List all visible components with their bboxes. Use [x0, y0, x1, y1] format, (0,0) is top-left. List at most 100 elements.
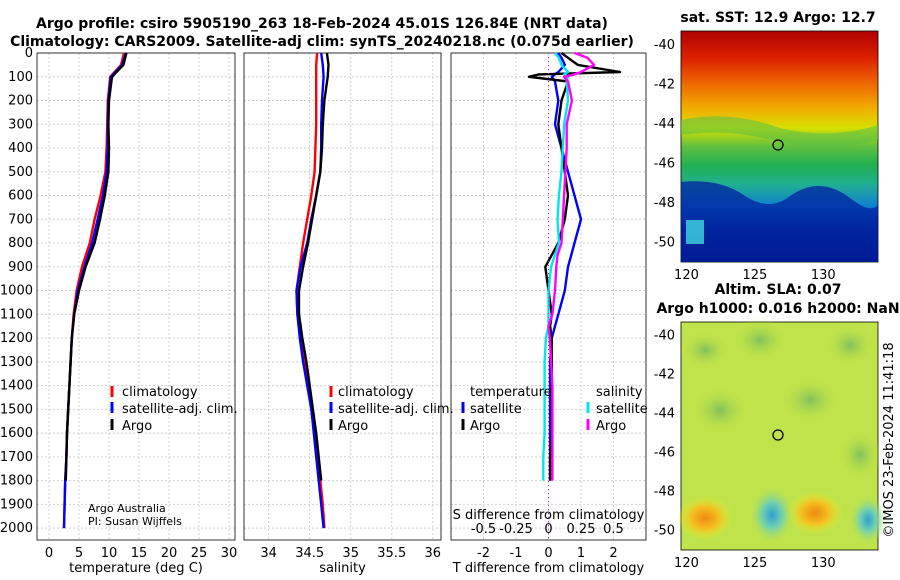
- legend-s-argo2: Argo: [596, 419, 626, 434]
- map-y-tick: -50: [654, 524, 675, 539]
- map-x-tick: 125: [742, 268, 767, 283]
- sla-eddy: [732, 318, 788, 362]
- y-tick-label: 1300: [0, 355, 33, 370]
- s-tick-label: 0: [544, 522, 552, 537]
- map-y-tick: -46: [654, 446, 675, 461]
- title-line-2: Climatology: CARS2009. Satellite-adj cli…: [10, 34, 634, 50]
- legend-t-satellite: satellite: [470, 402, 522, 417]
- sla-eddy: [838, 429, 882, 481]
- sst-patch: [686, 220, 704, 244]
- credit-line-2: PI: Susan Wijffels: [88, 515, 182, 528]
- difference-legend: temperature satellite Argo salinity sate…: [461, 385, 648, 434]
- salinity-panel: 34 34.5 35 35.5 36 salinity: [243, 52, 442, 576]
- sla-eddy: [680, 330, 730, 370]
- map-y-tick: -42: [654, 77, 675, 92]
- y-tick-label: 100: [8, 70, 33, 85]
- y-tick-label: 1700: [0, 450, 33, 465]
- map-x-tick: 130: [811, 556, 836, 571]
- map-y-tick: -40: [654, 329, 675, 344]
- legend-climatology: climatology: [122, 385, 198, 400]
- temperature-panel: 0 5 10 15 20 25 300100200300400500600700800900…: [0, 46, 237, 576]
- sst-map: sat. SST: 12.9 Argo: 12.7 120 125 130 -40 -4…: [654, 10, 879, 283]
- x-tick-label: 20: [161, 546, 178, 561]
- s-tick-label: 0.5: [603, 522, 624, 537]
- sst-argo-marker: [772, 139, 784, 151]
- sla-eddy: [690, 386, 750, 434]
- series-satellite-adj-clim-: [295, 52, 325, 529]
- y-tick-label: 1100: [0, 307, 33, 322]
- x-tick-label: 35.5: [377, 546, 406, 561]
- s-tick-label: -0.25: [499, 522, 533, 537]
- x-tick-label: -1: [510, 546, 523, 561]
- s-axis-label: S difference from climatology: [453, 508, 645, 523]
- sla-high: [787, 491, 843, 535]
- y-tick-label: 1200: [0, 331, 33, 346]
- sst-front: [681, 116, 878, 147]
- legend-temperature-title: temperature: [470, 385, 552, 400]
- sla-title-1: Altim. SLA: 0.07: [714, 282, 841, 298]
- x-tick-label: 34: [260, 546, 277, 561]
- series-argo: [297, 52, 330, 481]
- legend-s-satellite: satellite-adj. clim.: [338, 402, 454, 417]
- legend-s-climatology: climatology: [338, 385, 414, 400]
- s-tick-label: 0.25: [567, 522, 596, 537]
- sla-title-2: Argo h1000: 0.016 h2000: NaN: [656, 301, 899, 317]
- y-tick-label: 1500: [0, 402, 33, 417]
- y-tick-label: 0: [25, 46, 33, 61]
- x-tick-label: 1: [577, 546, 585, 561]
- legend-satellite: satellite-adj. clim.: [122, 402, 238, 417]
- sst-cold-pool: [681, 181, 878, 262]
- temperature-legend: climatology satellite-adj. clim. Argo: [110, 385, 238, 434]
- y-tick-label: 1000: [0, 284, 33, 299]
- legend-s-argo: Argo: [338, 419, 368, 434]
- x-tick-label: -2: [477, 546, 490, 561]
- y-tick-label: 1400: [0, 379, 33, 394]
- title-line-1: Argo profile: csiro 5905190_263 18-Feb-2…: [36, 16, 608, 32]
- legend-argo: Argo: [122, 419, 152, 434]
- y-tick-label: 900: [8, 260, 33, 275]
- y-tick-label: 1600: [0, 426, 33, 441]
- sla-eddy: [824, 323, 876, 367]
- y-tick-label: 300: [8, 117, 33, 132]
- map-y-tick: -50: [654, 235, 675, 250]
- legend-s-sat: satellite: [596, 402, 648, 417]
- map-x-tick: 125: [742, 556, 767, 571]
- x-tick-label: 36: [425, 546, 442, 561]
- y-tick-label: 600: [8, 189, 33, 204]
- series-salinity-satellite: [542, 52, 570, 481]
- sla-low: [850, 496, 886, 544]
- map-y-tick: -46: [654, 156, 675, 171]
- watermark: ©IMOS 23-Feb-2024 11:41:18: [882, 342, 897, 537]
- sla-low: [750, 487, 794, 543]
- map-y-tick: -44: [654, 407, 675, 422]
- map-x-tick: 120: [674, 556, 699, 571]
- map-x-tick: 120: [674, 268, 699, 283]
- sla-map: Altim. SLA: 0.07 Argo h1000: 0.016 h2000…: [654, 282, 900, 571]
- map-y-tick: -48: [654, 196, 675, 211]
- map-x-tick: 130: [811, 268, 836, 283]
- series-salinity-argo: [547, 51, 596, 481]
- y-tick-label: 800: [8, 236, 33, 251]
- x-tick-label: 0: [45, 546, 53, 561]
- credit-line-1: Argo Australia: [88, 502, 166, 515]
- y-tick-label: 2000: [0, 521, 33, 536]
- salinity-legend: climatology satellite-adj. clim. Argo: [329, 385, 454, 434]
- x-tick-label: 34.5: [295, 546, 324, 561]
- plot-frame: [243, 52, 442, 541]
- map-y-tick: -42: [654, 368, 675, 383]
- y-tick-label: 700: [8, 212, 33, 227]
- map-y-tick: -44: [654, 117, 675, 132]
- x-axis-label: temperature (deg C): [69, 561, 203, 576]
- difference-panel: -2 -1 0 1 2T difference from climatology -0.5…: [450, 51, 647, 576]
- x-axis-label: T difference from climatology: [452, 561, 645, 576]
- y-tick-label: 400: [8, 141, 33, 156]
- legend-salinity-title: salinity: [596, 385, 643, 400]
- x-tick-label: 30: [221, 546, 238, 561]
- series-argo: [64, 52, 128, 481]
- x-tick-label: 0: [544, 546, 552, 561]
- x-tick-label: 10: [101, 546, 118, 561]
- sla-high: [677, 496, 733, 540]
- y-tick-label: 200: [8, 94, 33, 109]
- sla-eddy: [780, 376, 840, 424]
